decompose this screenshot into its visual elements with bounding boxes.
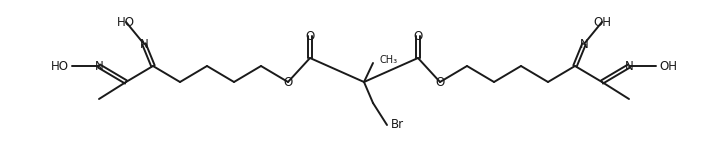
Text: CH₃: CH₃ (380, 55, 398, 65)
Text: O: O (305, 30, 314, 43)
Text: O: O (283, 76, 293, 88)
Text: N: N (95, 60, 103, 73)
Text: HO: HO (117, 15, 135, 28)
Text: N: N (579, 37, 588, 51)
Text: OH: OH (659, 60, 677, 73)
Text: OH: OH (593, 15, 611, 28)
Text: HO: HO (51, 60, 69, 73)
Text: N: N (625, 60, 633, 73)
Text: Br: Br (391, 118, 404, 131)
Text: N: N (140, 37, 149, 51)
Text: O: O (435, 76, 445, 88)
Text: O: O (414, 30, 423, 43)
